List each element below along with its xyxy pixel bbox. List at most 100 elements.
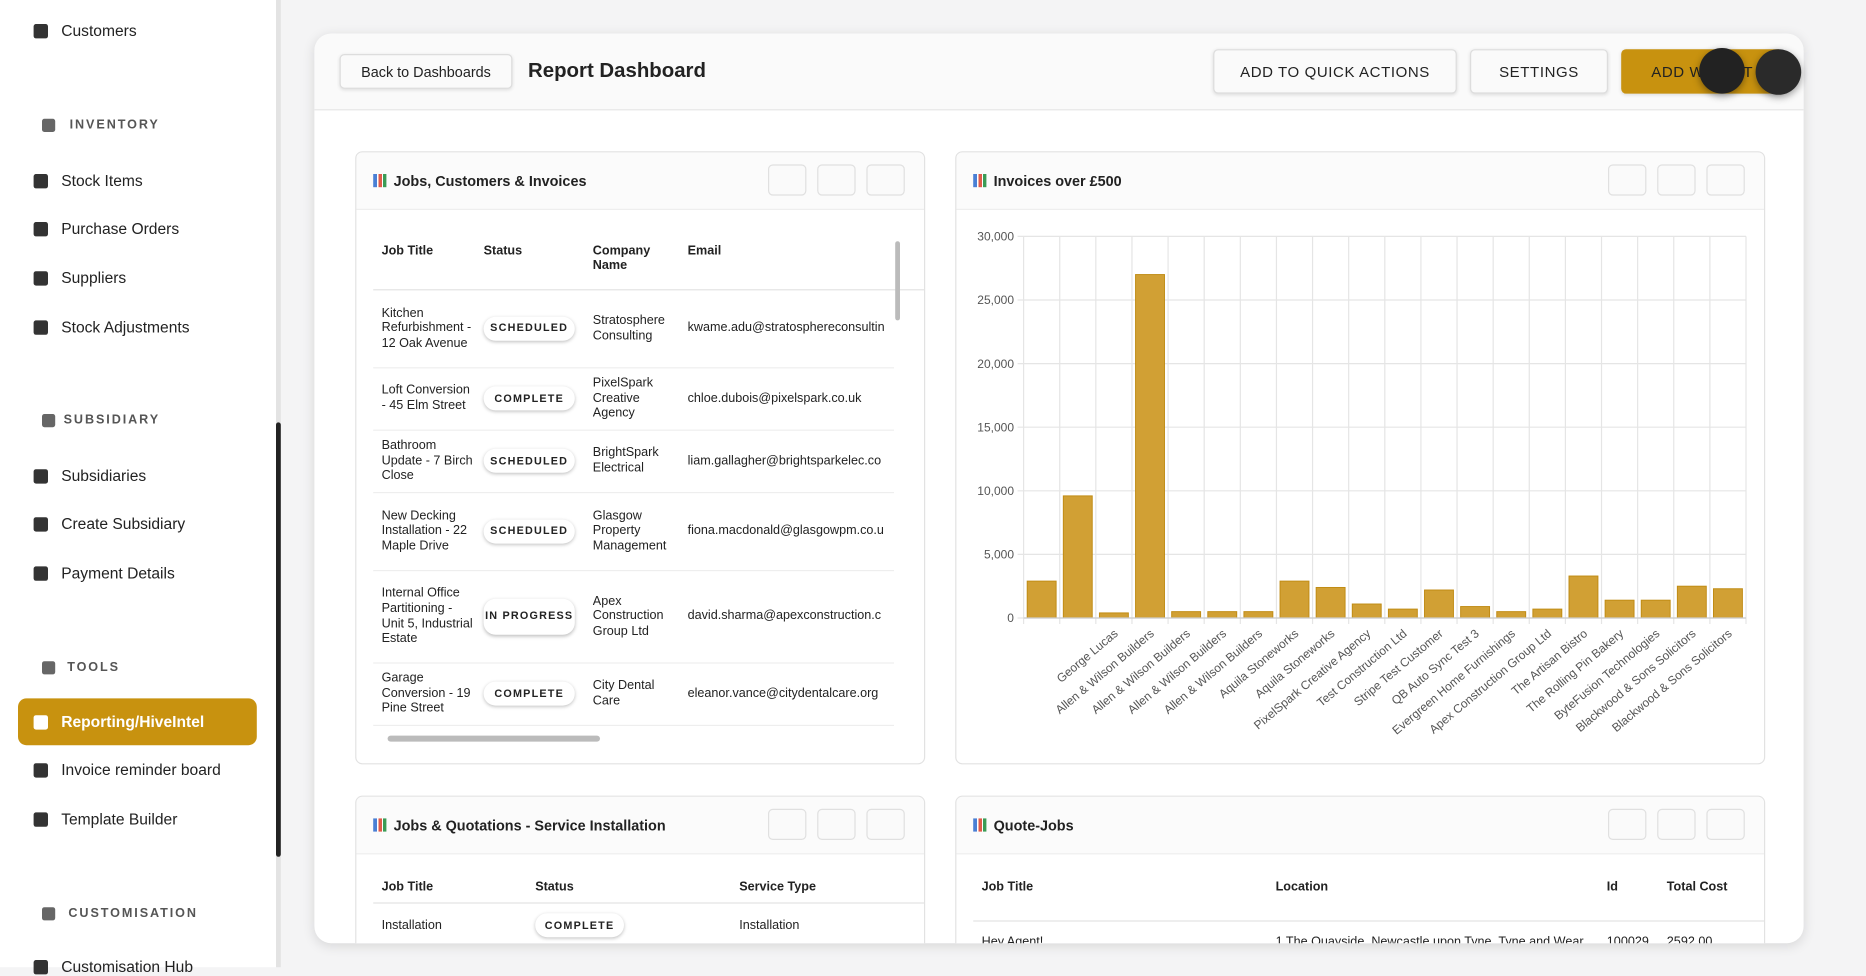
section-title: CUSTOMISATION — [68, 906, 198, 921]
widget-settings[interactable] — [768, 808, 807, 841]
y-tick-label: 15,000 — [977, 420, 1014, 434]
status-pill: IN PROGRESS — [483, 598, 575, 635]
header-divider — [373, 902, 925, 904]
widget-delete[interactable] — [866, 164, 905, 196]
nav-item[interactable]: Stock Adjustments — [61, 318, 190, 336]
y-tick-label: 10,000 — [977, 484, 1014, 498]
y-tick-label: 0 — [1007, 611, 1014, 625]
bar — [1568, 575, 1599, 619]
nav-item[interactable]: Purchase Orders — [61, 219, 180, 238]
quick-actions-button[interactable]: ADD TO QUICK ACTIONS — [1213, 49, 1457, 94]
nav-item[interactable]: Suppliers — [61, 268, 127, 287]
nav-icon — [33, 24, 48, 39]
bar — [1135, 274, 1165, 619]
widget: Invoices over £500 0 5,000 10,000 15,000 20,0… — [955, 151, 1766, 765]
column-header: Email — [687, 243, 722, 258]
column-header: Job Title — [381, 879, 434, 895]
y-tick-label: 30,000 — [977, 230, 1014, 244]
nav-item[interactable]: Payment Details — [61, 564, 175, 582]
nav-item[interactable]: Stock Items — [61, 171, 143, 190]
nav-item[interactable]: Reporting/HiveIntel — [61, 712, 205, 731]
table-cell: Apex Construction Group Ltd — [592, 593, 664, 639]
widget-settings[interactable] — [1608, 808, 1647, 841]
table-cell: Glasgow Property Management — [592, 508, 667, 553]
table-cell: fiona.macdonald@glasgowpm.co.u — [687, 523, 884, 538]
dashboard-card: Back to Dashboards Report Dashboard ADD TO… — [314, 33, 1804, 944]
widget-refresh[interactable] — [817, 808, 856, 841]
row-divider — [373, 367, 895, 369]
bar — [1424, 589, 1454, 619]
bar — [1098, 612, 1129, 619]
table-cell: Installation — [739, 917, 800, 933]
widget-title: Jobs & Quotations - Service Installation — [393, 817, 666, 835]
widget-refresh[interactable] — [817, 164, 856, 196]
nav-icon — [33, 320, 48, 335]
widget-refresh[interactable] — [1657, 164, 1696, 196]
table-cell: Bathroom Update - 7 Birch Close — [381, 438, 473, 483]
bar — [1532, 608, 1563, 619]
status-pill: SCHEDULED — [483, 316, 575, 341]
y-tick-label: 5,000 — [984, 548, 1014, 562]
fullscreen-button[interactable] — [1699, 48, 1745, 94]
bar — [1062, 495, 1093, 619]
header-divider — [973, 920, 1765, 922]
nav-item[interactable]: Invoice reminder board — [61, 760, 221, 779]
bar — [1604, 599, 1635, 619]
section-icon — [42, 907, 56, 921]
table-cell: Installation — [381, 917, 442, 933]
nav-icon — [33, 469, 48, 484]
table-cell: liam.gallagher@brightsparkelec.co — [687, 453, 882, 468]
status-pill: COMPLETE — [535, 913, 624, 938]
widget: Quote-Jobs Job Title Location Id Total Cost H… — [955, 795, 1766, 944]
settings-button[interactable]: SETTINGS — [1470, 49, 1609, 94]
nav-item[interactable]: Create Subsidiary — [61, 514, 186, 533]
nav-item[interactable]: Customisation Hub — [61, 957, 193, 976]
nav-item[interactable]: Customers — [61, 21, 137, 40]
section-icon — [42, 118, 56, 132]
nav-item[interactable]: Template Builder — [61, 810, 178, 829]
table-scrollbar-v — [895, 241, 901, 321]
row-divider — [373, 724, 895, 726]
widget-settings[interactable] — [768, 164, 807, 196]
section-title: INVENTORY — [69, 117, 160, 132]
table-cell: 1 The Quayside, Newcastle upon Tyne, Tyn… — [1275, 934, 1587, 944]
table-scrollbar-h — [387, 735, 600, 742]
nav-icon — [33, 517, 48, 532]
status-pill: COMPLETE — [483, 681, 575, 706]
widget-icon — [373, 174, 387, 188]
widget-refresh[interactable] — [1657, 808, 1696, 841]
column-header: Service Type — [739, 879, 817, 895]
widget-delete[interactable] — [866, 808, 905, 841]
table-cell: 2592.00 — [1666, 934, 1713, 944]
column-header: Company Name — [592, 243, 651, 273]
widget: Jobs, Customers & Invoices Job Title Statu… — [355, 151, 926, 765]
widget-delete[interactable] — [1706, 164, 1745, 196]
nav-item[interactable]: Subsidiaries — [61, 466, 147, 485]
widget-settings[interactable] — [1608, 164, 1647, 196]
table-cell: eleanor.vance@citydentalcare.org — [687, 686, 879, 701]
table-cell: 100029 — [1606, 934, 1649, 944]
bar — [1279, 580, 1310, 619]
table-cell: Garage Conversion - 19 Pine Street — [381, 670, 471, 716]
table-cell: BrightSpark Electrical — [592, 445, 659, 476]
table-cell: chloe.dubois@pixelspark.co.uk — [687, 390, 862, 406]
table-cell: kwame.adu@stratosphereconsultin — [687, 320, 885, 336]
widget-title: Quote-Jobs — [993, 817, 1074, 835]
bar — [1496, 611, 1527, 619]
table-cell: City Dental Care — [592, 678, 655, 708]
column-header: Total Cost — [1666, 879, 1728, 895]
table-cell: Kitchen Refurbishment - 12 Oak Avenue — [381, 305, 472, 351]
bar — [1026, 580, 1057, 619]
row-divider — [373, 429, 895, 431]
column-header: Job Title — [981, 879, 1034, 895]
nav-icon — [33, 812, 48, 827]
nav-icon — [33, 960, 48, 975]
widget-delete[interactable] — [1706, 808, 1745, 841]
back-button[interactable]: Back to Dashboards — [339, 54, 513, 89]
close-button[interactable] — [1755, 49, 1802, 95]
bar — [1315, 586, 1346, 619]
section-title: TOOLS — [67, 660, 120, 675]
widget-title: Invoices over £500 — [993, 172, 1122, 190]
row-divider — [373, 662, 895, 664]
